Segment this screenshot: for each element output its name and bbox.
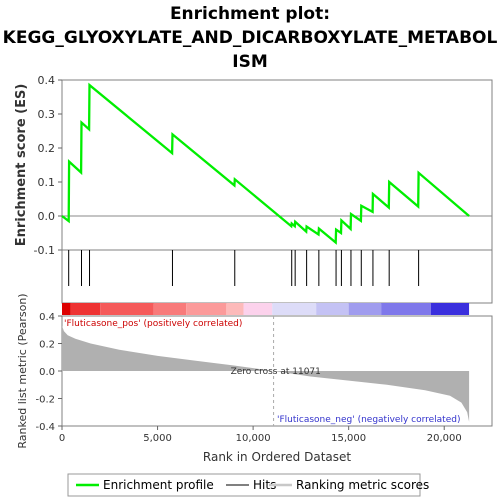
es-ylabel: Enrichment score (ES) [14,84,29,247]
legend-label-metric: Ranking metric scores [296,478,429,492]
color-bar-segment [186,303,227,315]
metric-ytick-label: 0.0 [39,367,55,378]
ranked-color-bar [62,303,470,315]
color-bar-segment [348,303,382,315]
es-ytick-label: 0.4 [38,74,56,87]
chart-title: Enrichment plot: KEGG_GLYOXYLATE_AND_DIC… [0,2,500,74]
x-tick-label: 20,000 [427,433,462,444]
metric-ytick-label: 0.2 [39,340,55,351]
color-bar-segment [62,303,71,315]
es-ytick-label: 0.1 [38,176,56,189]
title-line-3: ISM [232,52,268,72]
metric-ylabel: Ranked list metric (Pearson) [16,293,29,448]
enrichment-profile-line [61,82,470,245]
title-line-1: Enrichment plot: [169,4,331,24]
es-ytick-label: 0.0 [38,210,56,223]
ranking-metric-area [62,325,470,422]
color-bar-segment [153,303,187,315]
es-ytick-label: 0.2 [38,142,56,155]
metric-ytick-label: 0.4 [39,312,55,323]
color-bar-segment [100,303,154,315]
hits-marks [68,250,420,286]
color-bar-segment [70,303,101,315]
color-bar-segment [272,303,317,315]
metric-ytick-label: -0.2 [35,395,55,406]
x-tick-label: 0 [59,433,65,444]
color-bar-segment [430,303,470,315]
color-bar-segment [381,303,431,315]
pos-label: 'Fluticasone_pos' (positively correlated… [64,319,242,329]
legend-label-enrichment: Enrichment profile [103,478,214,492]
title-line-2: KEGG_GLYOXYLATE_AND_DICARBOXYLATE_METABO… [2,28,498,48]
legend-label-hits: Hits [253,478,276,492]
x-axis: 0 5,000 10,000 15,000 20,000 [59,426,462,444]
metric-ytick-label: -0.4 [35,422,55,433]
es-panel [61,79,493,251]
hits-panel [61,249,493,304]
color-bar-segment [226,303,244,315]
color-bar-segment [316,303,349,315]
neg-label: 'Fluticasone_neg' (negatively correlated… [277,415,460,425]
zero-cross-label: Zero cross at 11071 [231,367,321,377]
metric-ticks: -0.4 -0.2 0.0 0.2 0.4 [35,312,62,433]
color-bar-segment [243,303,273,315]
x-tick-label: 15,000 [331,433,366,444]
es-ytick-label: 0.3 [38,108,56,121]
x-tick-label: 5,000 [143,433,172,444]
x-axis-label: Rank in Ordered Dataset [203,450,351,464]
es-ytick-label: -0.1 [34,244,55,257]
x-tick-label: 10,000 [236,433,271,444]
es-ticks: -0.1 0.0 0.1 0.2 0.3 0.4 [34,74,62,257]
